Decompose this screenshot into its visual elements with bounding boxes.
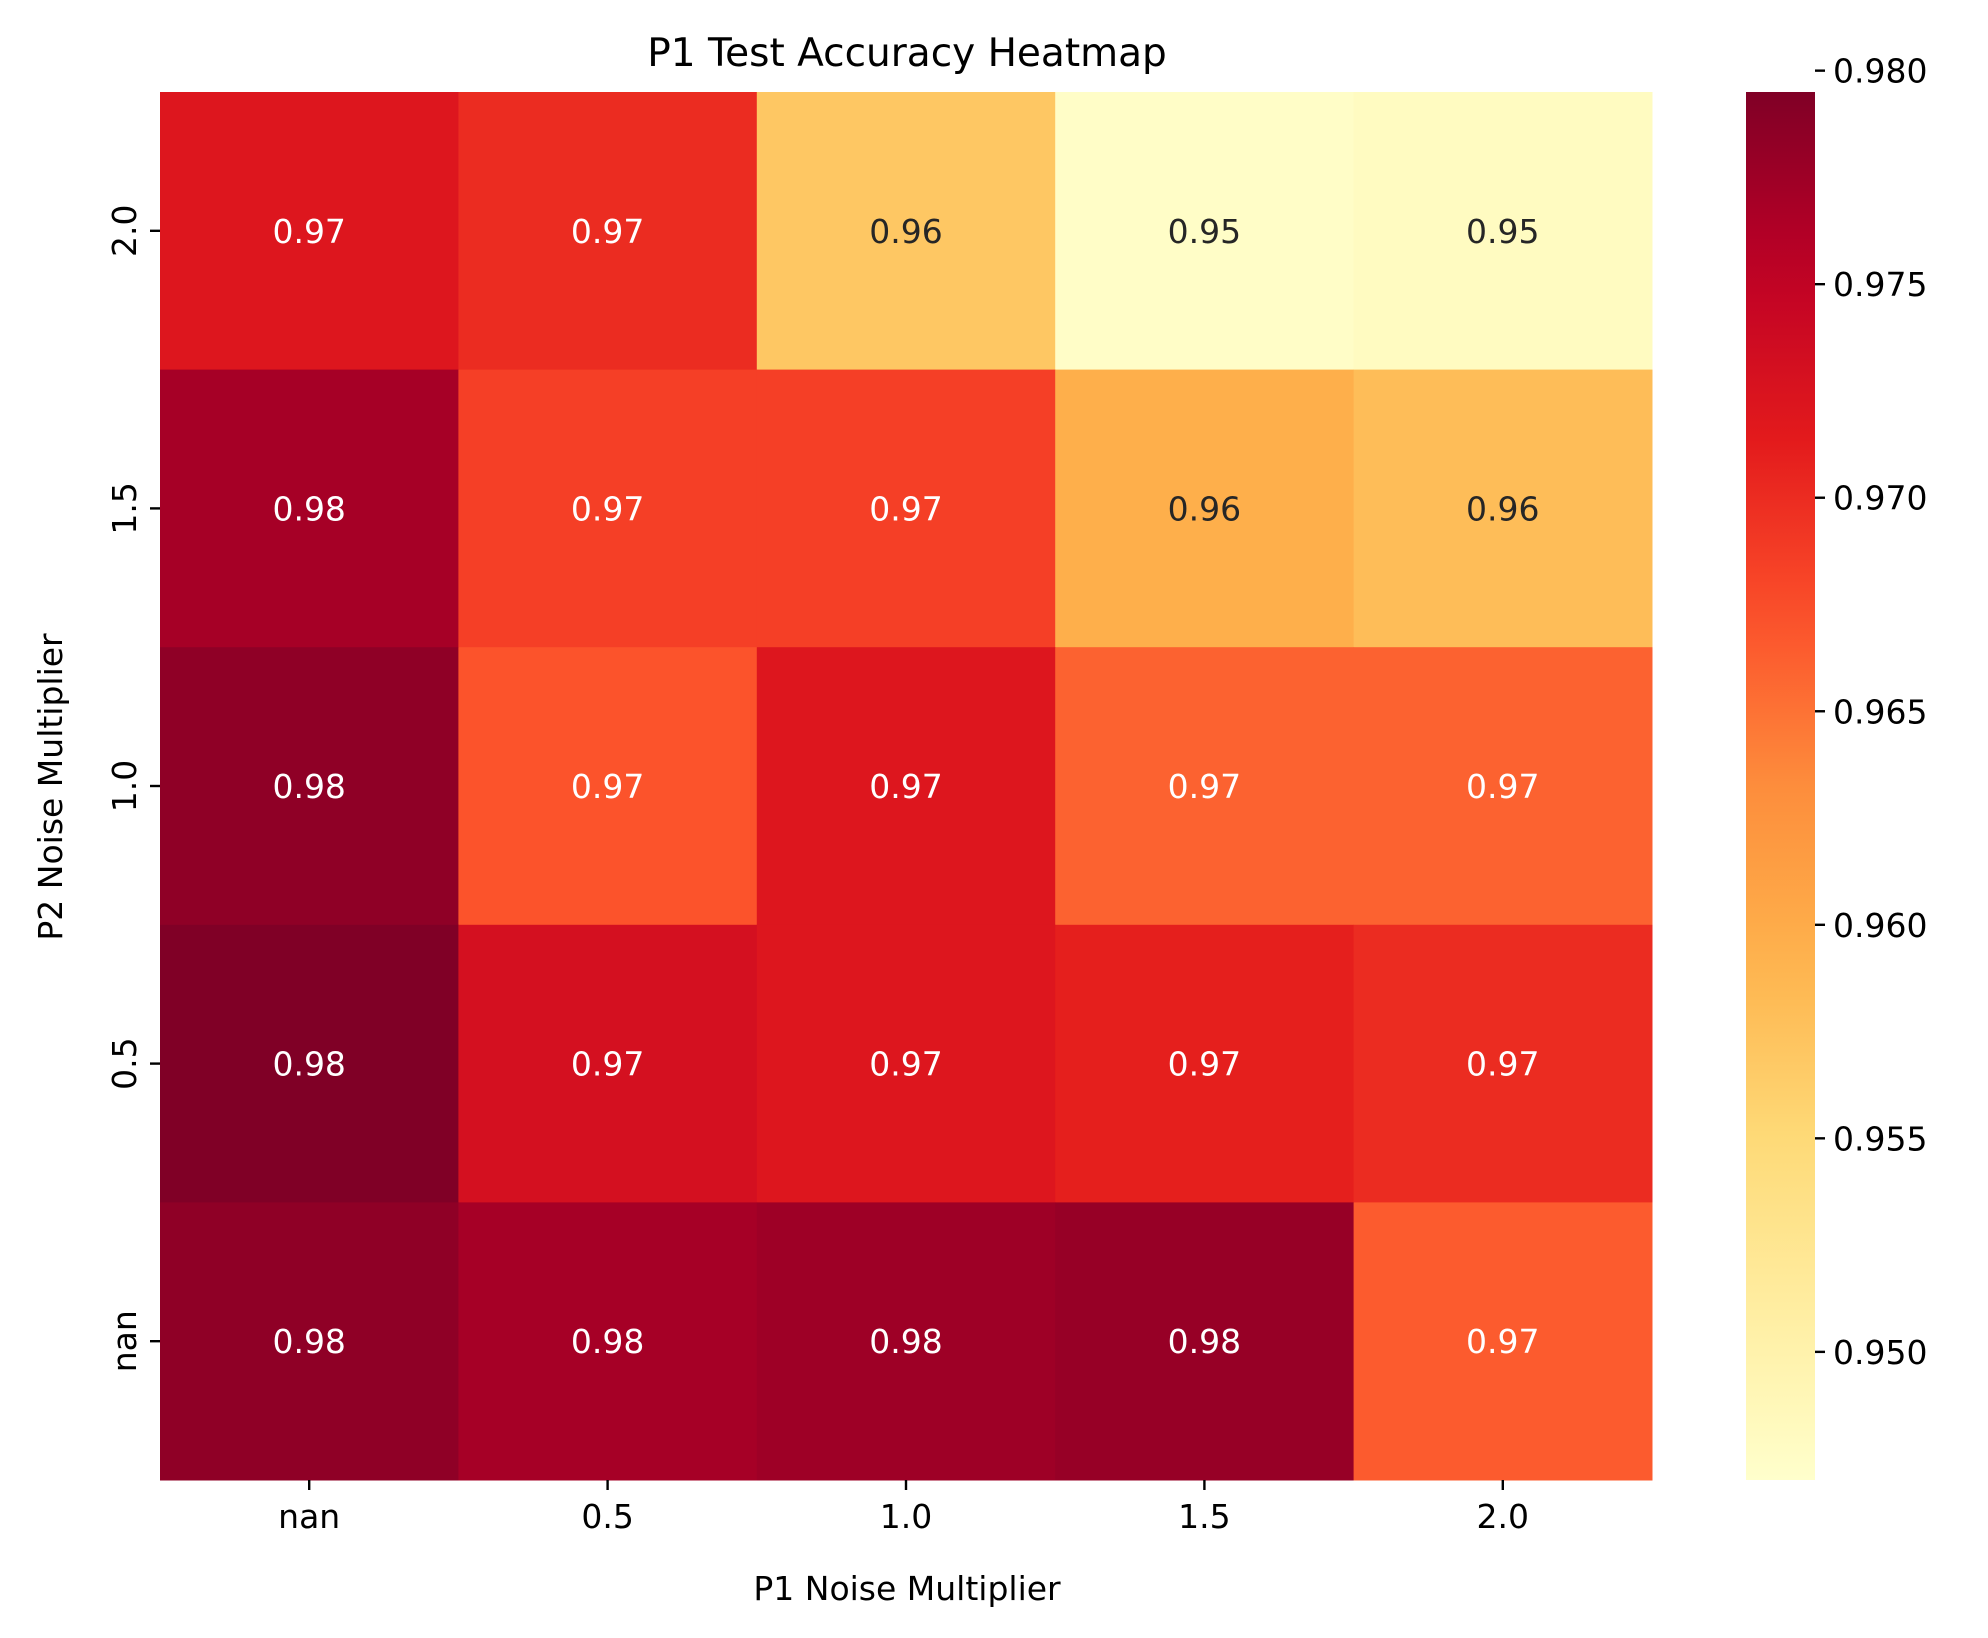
heatmap-cell [1055,369,1355,648]
heatmap-cell [458,924,758,1203]
x-tick-label: 1.0 [880,1497,932,1536]
y-tick-label: 2.0 [105,205,144,257]
heatmap-cell [1353,1202,1653,1481]
x-tick-label: 1.5 [1178,1497,1230,1536]
cell-value-label: 0.97 [1168,1045,1241,1084]
cell-value-label: 0.95 [1466,212,1539,251]
cell-value-label: 0.98 [869,1322,942,1361]
y-tick-label: 0.5 [105,1037,144,1089]
cell-value-label: 0.97 [869,1045,942,1084]
cell-value-label: 0.95 [1168,212,1241,251]
chart-title: P1 Test Accuracy Heatmap [647,31,1167,76]
colorbar-tick-label: 0.960 [1833,906,1927,945]
cell-value-label: 0.98 [571,1322,644,1361]
cell-value-label: 0.98 [272,1322,345,1361]
heatmap-cell [756,1202,1056,1481]
cell-value-label: 0.97 [869,767,942,806]
y-axis-label: P2 Noise Multiplier [31,633,70,941]
y-tick-label: 1.5 [105,482,144,534]
x-tick-label: 0.5 [581,1497,633,1536]
cell-value-label: 0.97 [1168,767,1241,806]
colorbar-tick-label: 0.970 [1833,479,1927,518]
cell-value-label: 0.97 [571,1045,644,1084]
heatmap-cell [160,92,459,371]
y-axis: 2.0 1.5 1.0 0.5 nan [105,205,160,1372]
heatmap-grid: 0.97 0.97 0.96 0.95 0.95 0.98 0.97 0.97 0.96 0.96… [160,92,1653,1481]
heatmap-cell [1353,924,1653,1203]
heatmap-cell [1353,647,1653,926]
heatmap-cell [458,1202,758,1481]
colorbar: 0.950 0.955 0.960 0.965 0.970 0.975 0.980 [1746,52,1927,1480]
heatmap-cell [160,369,459,648]
heatmap-cell [1353,92,1653,371]
cell-value-label: 0.97 [571,767,644,806]
cell-value-label: 0.97 [272,212,345,251]
cell-value-label: 0.97 [571,212,644,251]
heatmap-cell [160,647,459,926]
y-tick-label: 1.0 [105,760,144,812]
heatmap-cell [1353,369,1653,648]
x-tick-label: 2.0 [1477,1497,1529,1536]
cell-value-label: 0.96 [869,212,942,251]
colorbar-tick-label: 0.965 [1833,692,1927,731]
heatmap-cell [756,647,1056,926]
heatmap-cell [1055,92,1355,371]
cell-value-label: 0.98 [272,1045,345,1084]
heatmap-cell [160,924,459,1203]
heatmap-cell [1055,1202,1355,1481]
heatmap-cell [160,1202,459,1481]
colorbar-tick-label: 0.955 [1833,1119,1927,1158]
cell-value-label: 0.97 [571,489,644,528]
cell-value-label: 0.97 [1466,1045,1539,1084]
cell-value-label: 0.97 [869,489,942,528]
cell-value-label: 0.97 [1466,767,1539,806]
y-tick-label: nan [105,1310,144,1372]
x-tick-label: nan [278,1497,340,1536]
cell-value-label: 0.98 [272,767,345,806]
colorbar-tick-label: 0.950 [1833,1333,1927,1372]
colorbar-tick-label: 0.975 [1833,265,1927,304]
heatmap-cell [756,92,1056,371]
colorbar-gradient [1746,92,1815,1480]
colorbar-tick-label: 0.980 [1833,52,1927,91]
x-axis-label: P1 Noise Multiplier [753,1569,1061,1608]
cell-value-label: 0.98 [272,489,345,528]
heatmap-cell [1055,924,1355,1203]
heatmap-cell [756,924,1056,1203]
cell-value-label: 0.96 [1168,489,1241,528]
cell-value-label: 0.96 [1466,489,1539,528]
heatmap-cell [458,369,758,648]
heatmap-cell [1055,647,1355,926]
x-axis: nan 0.5 1.0 1.5 2.0 [278,1480,1529,1536]
cell-value-label: 0.97 [1466,1322,1539,1361]
cell-value-label: 0.98 [1168,1322,1241,1361]
heatmap-cell [756,369,1056,648]
heatmap-cell [458,647,758,926]
heatmap-cell [458,92,758,371]
